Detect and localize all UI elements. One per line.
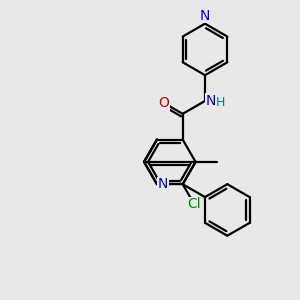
Text: N: N bbox=[206, 94, 216, 108]
Text: H: H bbox=[216, 96, 225, 110]
Text: Cl: Cl bbox=[188, 197, 201, 211]
Text: O: O bbox=[158, 96, 169, 110]
Text: N: N bbox=[158, 177, 168, 191]
Text: N: N bbox=[200, 9, 210, 23]
